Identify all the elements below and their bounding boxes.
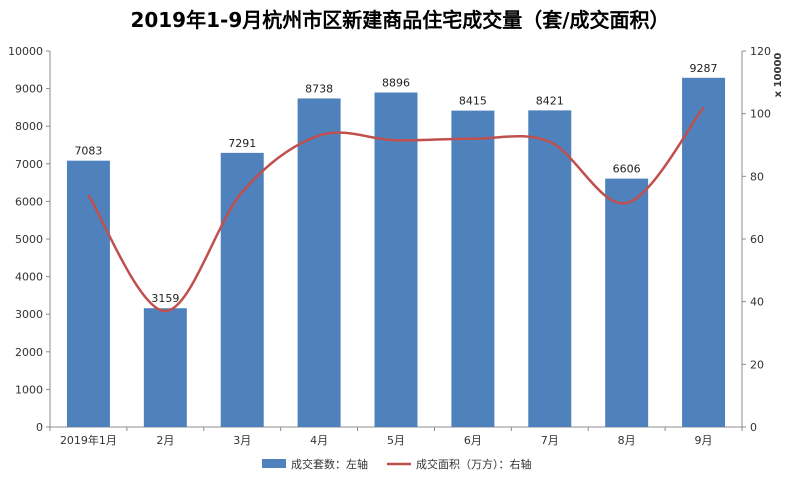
right-tick-label: 120 bbox=[750, 45, 771, 58]
x-tick-label: 8月 bbox=[618, 434, 636, 447]
x-tick-label: 7月 bbox=[541, 434, 559, 447]
right-tick-label: 0 bbox=[750, 421, 757, 434]
x-tick-label: 2月 bbox=[156, 434, 174, 447]
left-tick-label: 1000 bbox=[15, 383, 43, 396]
bar-series bbox=[66, 77, 726, 428]
x-tick-label: 5月 bbox=[387, 434, 405, 447]
legend-label-bar: 成交套数：左轴 bbox=[291, 457, 368, 471]
bar-data-label: 8896 bbox=[382, 77, 410, 90]
bar-data-label: 8415 bbox=[459, 95, 487, 108]
bar-data-label: 8421 bbox=[536, 94, 564, 107]
area-line bbox=[87, 106, 705, 313]
bar-data-labels: 7083 3159 7291 8738 8896 8415 8421 6606 9287 bbox=[74, 62, 717, 305]
chart-title: 2019年1-9月杭州市区新建商品住宅成交量（套/成交面积） bbox=[130, 8, 669, 32]
right-axis: 0 20 40 60 80 100 120 bbox=[742, 45, 771, 434]
legend-label-line: 成交面积（万方）：右轴 bbox=[416, 457, 532, 471]
left-tick-label: 7000 bbox=[15, 158, 43, 171]
x-axis: 2019年1月 2月 3月 4月 5月 6月 7月 8月 9月 bbox=[49, 427, 743, 447]
x-tick-label: 3月 bbox=[233, 434, 251, 447]
bar-data-label: 3159 bbox=[151, 292, 179, 305]
bar-data-label: 7083 bbox=[74, 145, 102, 158]
x-tick-label: 4月 bbox=[310, 434, 328, 447]
left-tick-label: 2000 bbox=[15, 346, 43, 359]
left-tick-label: 0 bbox=[36, 421, 43, 434]
left-tick-label: 10000 bbox=[8, 45, 43, 58]
bar bbox=[143, 308, 187, 427]
legend-swatch-bar bbox=[262, 459, 286, 468]
left-tick-label: 8000 bbox=[15, 120, 43, 133]
bar-data-label: 8738 bbox=[305, 82, 333, 95]
right-tick-label: 80 bbox=[750, 170, 764, 183]
bar bbox=[297, 98, 341, 427]
left-tick-label: 5000 bbox=[15, 233, 43, 246]
right-tick-label: 40 bbox=[750, 296, 764, 309]
legend: 成交套数：左轴 成交面积（万方）：右轴 bbox=[262, 457, 532, 471]
left-tick-label: 4000 bbox=[15, 271, 43, 284]
right-tick-label: 100 bbox=[750, 108, 771, 121]
x-tick-label: 2019年1月 bbox=[60, 433, 117, 447]
bar bbox=[605, 178, 649, 427]
bar-data-label: 6606 bbox=[613, 163, 641, 176]
right-tick-label: 60 bbox=[750, 233, 764, 246]
left-axis: 0 1000 2000 3000 4000 5000 6000 7000 8000 9000 100… bbox=[8, 45, 50, 434]
bar-data-label: 7291 bbox=[228, 137, 256, 150]
line-series bbox=[87, 106, 705, 313]
right-axis-unit-label: x 10000 bbox=[773, 53, 784, 98]
right-tick-label: 20 bbox=[750, 358, 764, 371]
left-tick-label: 6000 bbox=[15, 195, 43, 208]
bar-data-label: 9287 bbox=[690, 62, 718, 75]
left-tick-label: 3000 bbox=[15, 308, 43, 321]
bar bbox=[220, 152, 264, 427]
x-tick-label: 9月 bbox=[695, 434, 713, 447]
bar bbox=[682, 77, 726, 427]
bar bbox=[374, 92, 418, 427]
bar bbox=[451, 110, 495, 427]
bar bbox=[66, 160, 110, 427]
bar bbox=[528, 110, 572, 428]
left-tick-label: 9000 bbox=[15, 83, 43, 96]
x-tick-label: 6月 bbox=[464, 434, 482, 447]
